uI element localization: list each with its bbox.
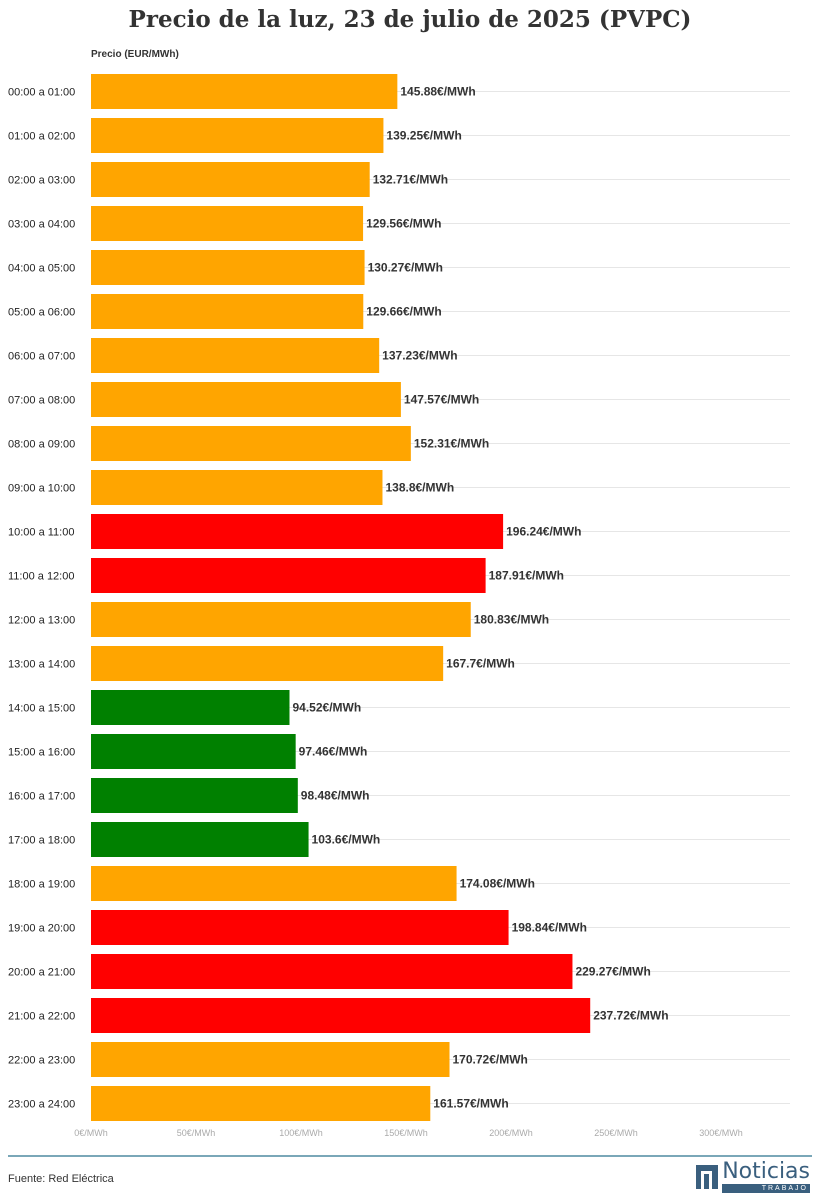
x-tick-label: 150€/MWh: [384, 1128, 428, 1138]
bar: [91, 954, 573, 989]
category-label: 15:00 a 16:00: [8, 747, 75, 759]
bar: [91, 778, 298, 813]
chart-title: Precio de la luz, 23 de julio de 2025 (P…: [128, 6, 692, 33]
category-label: 12:00 a 13:00: [8, 615, 75, 627]
bar: [91, 382, 401, 417]
bar: [91, 558, 486, 593]
logo-name: Noticias: [722, 1159, 810, 1184]
category-label: 13:00 a 14:00: [8, 659, 75, 671]
bar: [91, 162, 370, 197]
category-label: 23:00 a 24:00: [8, 1099, 75, 1111]
source-note: Fuente: Red Eléctrica: [8, 1173, 114, 1185]
bar-chart: Precio (EUR/MWh) 0€/MWh 50€/MWh 100€/MWh 150…: [8, 49, 790, 1138]
data-label: 174.08€/MWh: [460, 877, 535, 891]
data-label: 170.72€/MWh: [453, 1053, 528, 1067]
bar: [91, 426, 411, 461]
bar: [91, 866, 457, 901]
data-label: 139.25€/MWh: [386, 129, 461, 143]
x-tick-label: 300€/MWh: [699, 1128, 743, 1138]
axis-title: Precio (EUR/MWh): [91, 49, 179, 60]
bar: [91, 118, 384, 153]
bar: [91, 822, 309, 857]
data-label: 196.24€/MWh: [506, 525, 581, 539]
category-label: 09:00 a 10:00: [8, 483, 75, 495]
publisher-logo: Noticias TRABAJO: [696, 1159, 810, 1193]
bar: [91, 206, 364, 241]
logo-subtitle: TRABAJO: [722, 1184, 810, 1193]
category-label: 20:00 a 21:00: [8, 967, 75, 979]
data-label: 198.84€/MWh: [512, 921, 587, 935]
data-label: 137.23€/MWh: [382, 349, 457, 363]
bar: [91, 514, 504, 549]
data-label: 180.83€/MWh: [474, 613, 549, 627]
bar: [91, 338, 380, 373]
data-label: 147.57€/MWh: [404, 393, 479, 407]
bar: [91, 646, 444, 681]
data-label: 132.71€/MWh: [373, 173, 448, 187]
bar: [91, 294, 364, 329]
bar: [91, 250, 365, 285]
data-label: 161.57€/MWh: [433, 1097, 508, 1111]
category-label: 14:00 a 15:00: [8, 703, 75, 715]
x-tick-label: 200€/MWh: [489, 1128, 533, 1138]
data-label: 145.88€/MWh: [400, 85, 475, 99]
data-label: 187.91€/MWh: [489, 569, 564, 583]
x-tick-label: 100€/MWh: [279, 1128, 323, 1138]
category-label: 07:00 a 08:00: [8, 395, 75, 407]
data-label: 97.46€/MWh: [299, 745, 368, 759]
bar: [91, 690, 290, 725]
category-label: 04:00 a 05:00: [8, 263, 75, 275]
x-tick-label: 0€/MWh: [74, 1128, 108, 1138]
data-label: 138.8€/MWh: [385, 481, 454, 495]
bar: [91, 602, 471, 637]
category-label: 11:00 a 12:00: [8, 571, 74, 583]
category-label: 00:00 a 01:00: [8, 87, 75, 99]
data-label: 130.27€/MWh: [368, 261, 443, 275]
data-label: 98.48€/MWh: [301, 789, 370, 803]
category-label: 05:00 a 06:00: [8, 307, 75, 319]
x-tick-label: 250€/MWh: [594, 1128, 638, 1138]
data-label: 237.72€/MWh: [593, 1009, 668, 1023]
category-label: 03:00 a 04:00: [8, 219, 75, 231]
bar: [91, 470, 383, 505]
bar: [91, 1086, 431, 1121]
footer-divider: [8, 1155, 812, 1157]
category-label: 10:00 a 11:00: [8, 527, 74, 539]
data-label: 129.66€/MWh: [366, 305, 441, 319]
bar: [91, 910, 509, 945]
category-label: 02:00 a 03:00: [8, 175, 75, 187]
category-label: 16:00 a 17:00: [8, 791, 75, 803]
category-label: 21:00 a 22:00: [8, 1011, 75, 1023]
data-label: 152.31€/MWh: [414, 437, 489, 451]
category-label: 06:00 a 07:00: [8, 351, 75, 363]
data-label: 167.7€/MWh: [446, 657, 515, 671]
category-label: 22:00 a 23:00: [8, 1055, 75, 1067]
data-label: 129.56€/MWh: [366, 217, 441, 231]
data-label: 103.6€/MWh: [312, 833, 381, 847]
category-label: 01:00 a 02:00: [8, 131, 75, 143]
bar: [91, 74, 398, 109]
data-label: 229.27€/MWh: [575, 965, 650, 979]
category-label: 18:00 a 19:00: [8, 879, 75, 891]
bar: [91, 1042, 450, 1077]
x-tick-label: 50€/MWh: [177, 1128, 216, 1138]
category-label: 17:00 a 18:00: [8, 835, 75, 847]
category-label: 08:00 a 09:00: [8, 439, 75, 451]
bar: [91, 998, 591, 1033]
category-label: 19:00 a 20:00: [8, 923, 75, 935]
bar: [91, 734, 296, 769]
data-label: 94.52€/MWh: [292, 701, 361, 715]
logo-icon: [696, 1165, 719, 1189]
